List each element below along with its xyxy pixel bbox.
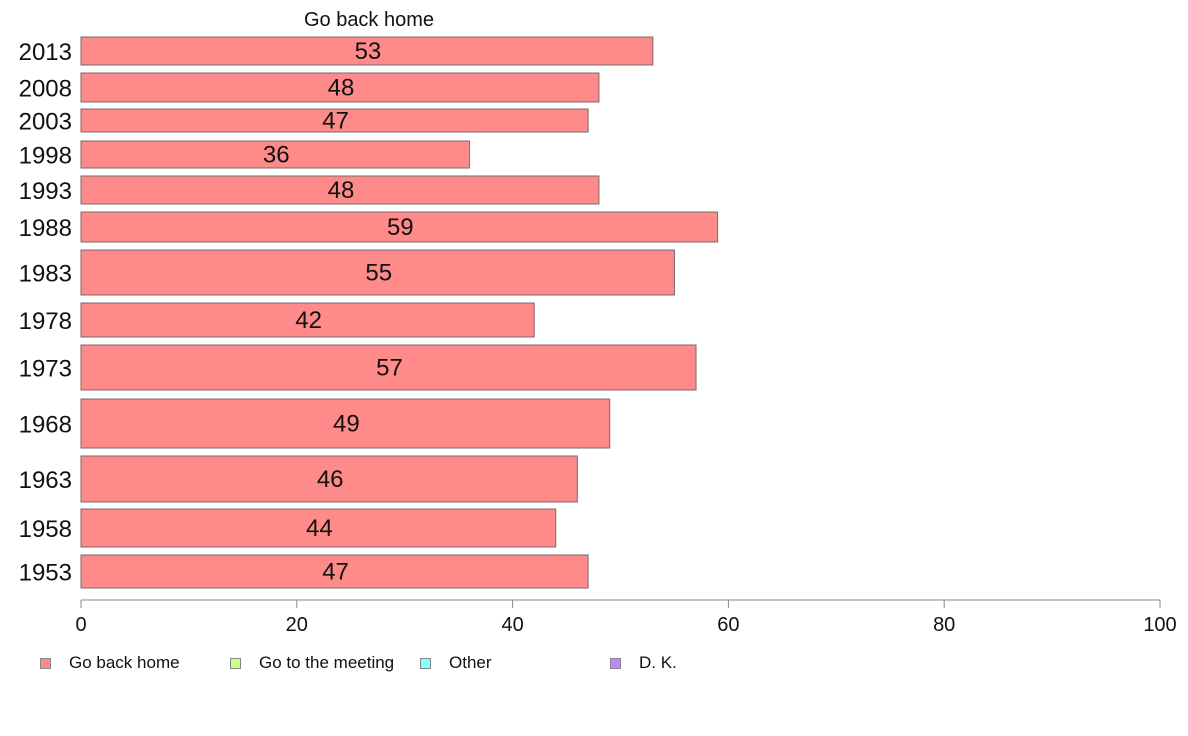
bar-chart: Go back home 53 2013 48 2008 47 2003 36 1998 48 1…: [19, 9, 1177, 636]
legend-swatch: [420, 657, 431, 669]
chart-title: Go back home: [304, 9, 434, 31]
legend-item-go-to-the-meeting: Go to the meeting: [230, 653, 394, 673]
legend: Go back home Go to the meeting Other D. …: [40, 653, 800, 673]
bar-1988: [80, 211, 719, 243]
data-label-1998: 36: [263, 142, 290, 169]
y-tick-label-2008: 2008: [19, 76, 72, 103]
data-label-1958: 44: [306, 515, 333, 542]
data-label-2008: 48: [328, 75, 355, 102]
bar-2013: [80, 36, 654, 66]
y-tick-label-1988: 1988: [19, 215, 72, 242]
data-label-2003: 47: [322, 108, 349, 135]
y-tick-label-1953: 1953: [19, 560, 72, 587]
bar-1973: [80, 344, 697, 391]
legend-label: Go to the meeting: [259, 653, 395, 672]
bars-layer: 53 2013 48 2008 47 2003 36 1998 48 1993 59 1988 55 19…: [19, 36, 719, 589]
legend-item-other: Other: [420, 653, 492, 673]
y-tick-label-1983: 1983: [19, 261, 72, 288]
y-tick-label-1968: 1968: [19, 412, 72, 439]
y-tick-label-2013: 2013: [19, 39, 72, 66]
data-label-1993: 48: [328, 177, 355, 204]
bar-2003: [80, 108, 589, 133]
x-axis: 0 20 40 60 80 100: [75, 599, 1177, 636]
legend-swatch: [610, 657, 621, 669]
y-tick-label-1993: 1993: [19, 178, 72, 205]
bar-1963: [80, 455, 578, 503]
y-tick-label-1963: 1963: [19, 467, 72, 494]
y-tick-label-1958: 1958: [19, 516, 72, 543]
legend-swatch: [40, 657, 51, 669]
data-label-1988: 59: [387, 214, 414, 241]
bar-1993: [80, 175, 600, 205]
bar-1953: [80, 554, 589, 589]
data-label-1978: 42: [295, 307, 322, 334]
bar-1968: [80, 398, 611, 449]
y-tick-label-2003: 2003: [19, 109, 72, 136]
data-label-1968: 49: [333, 411, 360, 438]
data-label-1953: 47: [322, 559, 349, 586]
x-tick-label-100: 100: [1143, 614, 1176, 636]
legend-item-go-back-home: Go back home: [40, 653, 180, 673]
data-label-1983: 55: [365, 260, 392, 287]
y-tick-label-1978: 1978: [19, 308, 72, 335]
legend-label: Go back home: [69, 653, 180, 672]
bar-1958: [80, 508, 557, 548]
x-tick-label-0: 0: [75, 614, 86, 636]
data-label-1963: 46: [317, 466, 344, 493]
legend-label: D. K.: [639, 653, 677, 672]
x-tick-label-20: 20: [286, 614, 308, 636]
legend-label: Other: [449, 653, 492, 672]
legend-swatch: [230, 657, 241, 669]
legend-item-d-k: D. K.: [610, 653, 677, 673]
data-label-1973: 57: [376, 355, 403, 382]
bar-1998: [80, 140, 470, 169]
y-tick-label-1973: 1973: [19, 356, 72, 383]
data-label-2013: 53: [355, 38, 382, 65]
bar-1978: [80, 302, 535, 338]
bar-1983: [80, 249, 675, 296]
x-tick-label-80: 80: [933, 614, 955, 636]
x-tick-label-60: 60: [717, 614, 739, 636]
y-tick-label-1998: 1998: [19, 143, 72, 170]
bar-2008: [80, 72, 600, 103]
x-tick-label-40: 40: [501, 614, 523, 636]
